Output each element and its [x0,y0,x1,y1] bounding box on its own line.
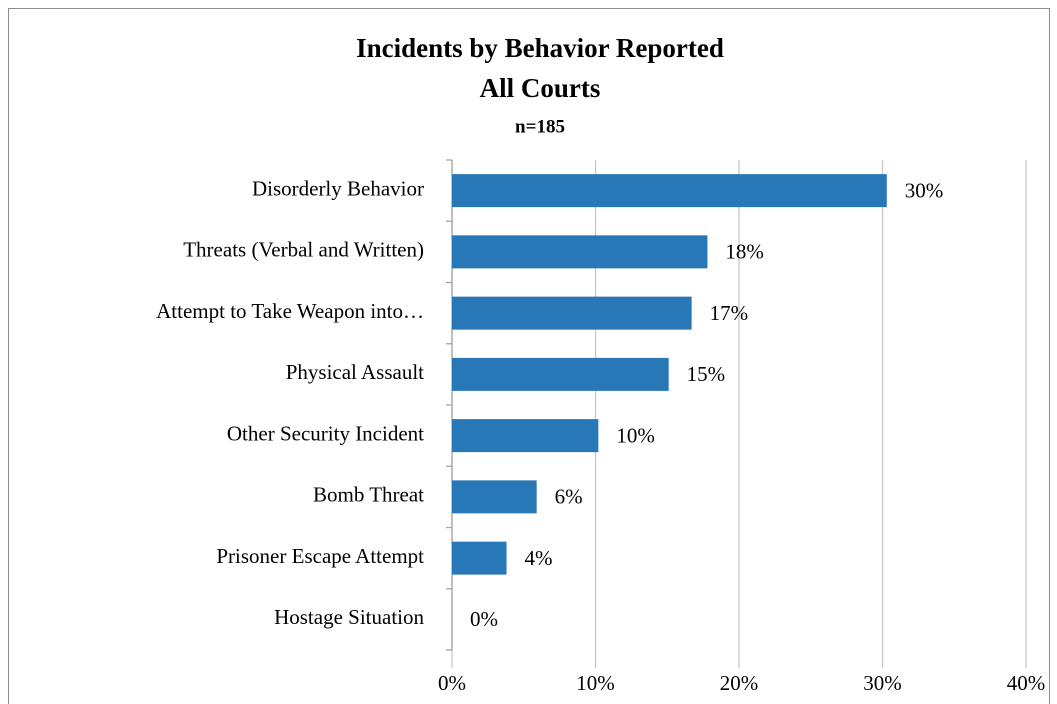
y-tick-label: Bomb Threat [313,483,424,507]
y-tick-label: Threats (Verbal and Written) [183,238,424,262]
data-label: 0% [470,607,498,631]
x-tick-label: 10% [576,671,615,695]
chart-annotation: n=185 [515,116,565,137]
bar [452,357,669,391]
x-tick-label: 20% [720,671,759,695]
data-label: 30% [905,178,944,202]
x-tick-label: 0% [438,671,466,695]
bar [452,174,887,208]
data-label: 6% [555,485,583,509]
data-label: 10% [616,423,655,447]
y-tick-label: Hostage Situation [274,605,424,629]
data-label: 18% [725,240,764,264]
y-tick-label: Prisoner Escape Attempt [216,544,424,568]
bar [452,480,537,514]
bar [452,296,692,330]
bar [452,541,507,575]
y-tick-label: Physical Assault [286,360,424,384]
x-tick-label: 30% [863,671,902,695]
x-tick-label: 40% [1007,671,1046,695]
y-tick-label: Other Security Incident [227,421,424,445]
chart-title: Incidents by Behavior Reported [356,33,724,63]
y-tick-label: Disorderly Behavior [252,176,424,200]
data-label: 17% [710,301,749,325]
bar [452,419,599,453]
y-tick-label: Attempt to Take Weapon into… [156,299,424,323]
data-label: 15% [687,362,726,386]
chart-subtitle: All Courts [480,73,601,103]
chart-border [8,8,1050,704]
bar [452,235,708,269]
data-label: 4% [525,546,553,570]
